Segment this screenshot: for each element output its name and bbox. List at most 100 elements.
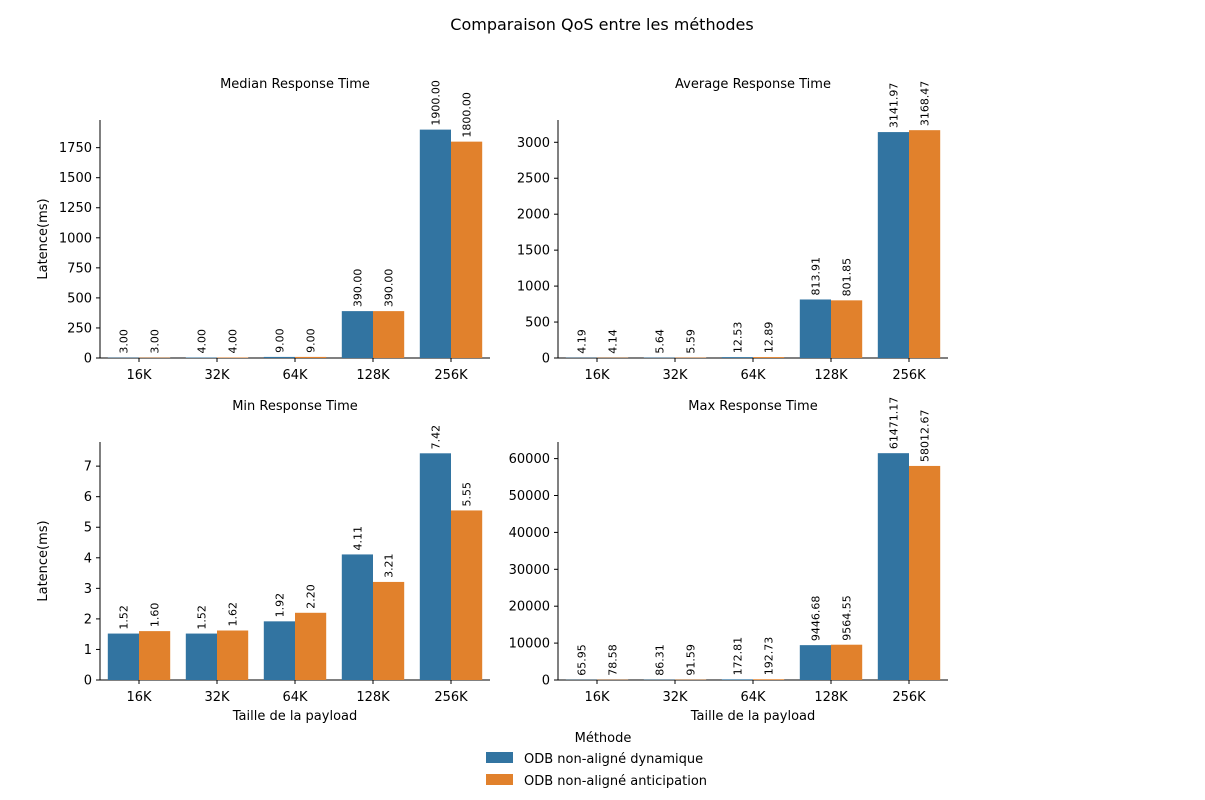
y-tick-label: 30000 [509, 563, 550, 578]
y-tick-label: 4 [84, 551, 92, 566]
data-label: 390.00 [383, 269, 396, 308]
data-label: 9.00 [273, 328, 286, 353]
y-tick-label: 2 [84, 612, 92, 627]
x-tick-label: 64K [282, 690, 308, 705]
y-tick-label: 3 [84, 582, 92, 597]
data-label: 12.89 [763, 322, 776, 354]
x-tick-label: 128K [356, 368, 390, 383]
chart-panels: Median Response Time02505007501000125015… [36, 77, 948, 724]
x-tick-label: 16K [126, 690, 152, 705]
bar-anticipation [831, 644, 863, 680]
x-tick-label: 64K [282, 368, 308, 383]
legend-swatch-anticipation [486, 774, 513, 785]
data-label: 78.58 [607, 644, 620, 676]
bar-dynamique [341, 554, 373, 680]
bar-dynamique [107, 633, 139, 680]
bar-anticipation [753, 679, 785, 680]
x-tick-label: 256K [892, 690, 926, 705]
bar-anticipation [373, 311, 405, 358]
chart-panel: Median Response Time 0 250 500 750 1000 1250 15… [36, 77, 490, 383]
data-label: 2.20 [305, 584, 318, 609]
bar-dynamique [877, 453, 909, 680]
x-axis-label: Taille de la payload [690, 709, 816, 724]
y-tick-label: 20000 [509, 600, 550, 615]
bar-dynamique [877, 132, 909, 358]
x-tick-label: 128K [356, 690, 390, 705]
bar-anticipation [909, 465, 941, 680]
x-tick-label: 256K [892, 368, 926, 383]
data-label: 801.85 [841, 258, 854, 297]
data-label: 9.00 [305, 328, 318, 353]
bar-anticipation [909, 130, 941, 358]
bar-anticipation [831, 300, 863, 358]
bar-anticipation [217, 630, 249, 680]
data-label: 3.00 [117, 329, 130, 354]
data-label: 5.59 [685, 329, 698, 354]
x-tick-label: 64K [740, 690, 766, 705]
data-label: 1.52 [117, 605, 130, 630]
data-label: 4.11 [351, 526, 364, 551]
bar-dynamique [263, 621, 295, 680]
bar-dynamique [419, 453, 451, 680]
data-label: 9564.55 [841, 595, 854, 641]
bar-dynamique [799, 299, 831, 358]
data-label: 1.92 [273, 593, 286, 618]
legend: Méthode ODB non-aligné dynamique ODB non… [486, 731, 707, 789]
data-label: 192.73 [763, 637, 776, 676]
data-label: 4.00 [227, 329, 240, 354]
data-label: 86.31 [653, 644, 666, 676]
subplot-title: Min Response Time [232, 399, 358, 414]
y-tick-label: 1500 [59, 171, 92, 186]
data-label: 61471.17 [887, 397, 900, 450]
y-tick-label: 1500 [517, 244, 550, 259]
data-label: 65.95 [575, 644, 588, 676]
bar-anticipation [451, 141, 483, 358]
y-tick-label: 1750 [59, 141, 92, 156]
y-tick-label: 50000 [509, 489, 550, 504]
data-label: 3.21 [383, 553, 396, 578]
y-tick-label: 500 [67, 291, 92, 306]
y-tick-label: 0 [84, 352, 92, 367]
bar-anticipation [295, 356, 327, 358]
x-tick-label: 32K [204, 690, 230, 705]
data-label: 5.55 [461, 482, 474, 507]
data-label: 1.52 [195, 605, 208, 630]
bar-anticipation [295, 612, 327, 680]
x-tick-label: 32K [204, 368, 230, 383]
x-tick-label: 64K [740, 368, 766, 383]
figure-title: Comparaison QoS entre les méthodes [450, 15, 753, 34]
data-label: 9446.68 [809, 596, 822, 642]
x-tick-label: 256K [434, 368, 468, 383]
y-tick-label: 2500 [517, 172, 550, 187]
chart-panel: Min Response Time 0 1 2 3 4 5 6 7 16K 1.52 1.60 32K 1… [36, 399, 490, 724]
x-axis-label: Taille de la payload [232, 709, 358, 724]
bar-anticipation [451, 510, 483, 680]
legend-label-anticipation: ODB non-aligné anticipation [524, 774, 707, 789]
data-label: 4.00 [195, 329, 208, 354]
data-label: 1800.00 [461, 92, 474, 137]
y-tick-label: 250 [67, 321, 92, 336]
data-label: 3168.47 [919, 81, 932, 127]
x-tick-label: 16K [584, 690, 610, 705]
y-tick-label: 7 [84, 460, 92, 475]
y-tick-label: 1000 [59, 231, 92, 246]
data-label: 58012.67 [919, 409, 932, 462]
x-tick-label: 16K [126, 368, 152, 383]
y-tick-label: 2000 [517, 208, 550, 223]
bar-dynamique [799, 645, 831, 680]
y-tick-label: 0 [542, 352, 550, 367]
data-label: 3.00 [149, 329, 162, 354]
x-tick-label: 128K [814, 690, 848, 705]
data-label: 5.64 [653, 329, 666, 354]
data-label: 7.42 [429, 425, 442, 450]
subplot-title: Average Response Time [675, 77, 831, 92]
legend-label-dynamique: ODB non-aligné dynamique [524, 752, 703, 767]
bar-dynamique [721, 357, 753, 358]
chart-panel: Average Response Time 0 500 1000 1500 2000 250… [517, 77, 948, 383]
y-tick-label: 500 [525, 316, 550, 331]
y-tick-label: 40000 [509, 526, 550, 541]
y-tick-label: 1250 [59, 201, 92, 216]
x-tick-label: 16K [584, 368, 610, 383]
data-label: 4.19 [575, 329, 588, 354]
